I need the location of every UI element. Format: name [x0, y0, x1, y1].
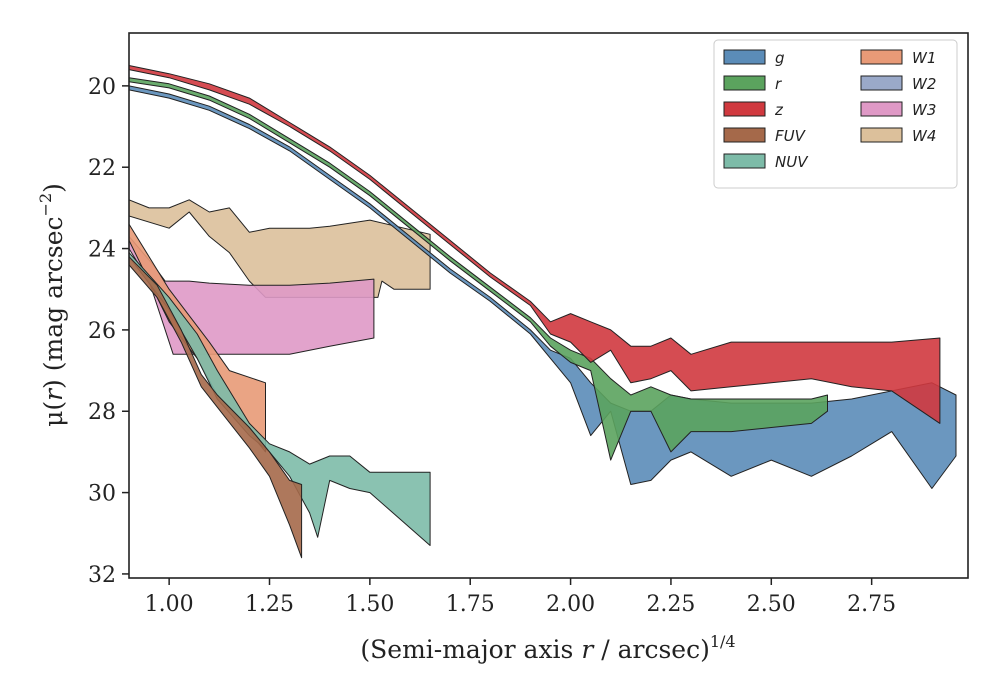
- y-tick-label: 24: [88, 238, 116, 263]
- y-axis-title-sup: −2: [36, 193, 55, 217]
- legend-item-nuv: NUV: [723, 153, 809, 171]
- band-z: [129, 65, 941, 424]
- y-tick-label: 22: [88, 156, 116, 181]
- y-axis-title: μ(r) (mag arcsec−2): [36, 183, 68, 427]
- x-axis-title-sup: 1/4: [710, 632, 736, 651]
- legend-swatch: [860, 49, 903, 65]
- x-tick-label: 2.00: [546, 592, 595, 617]
- band-r: [129, 77, 828, 461]
- band-w4: [129, 199, 431, 298]
- legend-label: W1: [912, 49, 936, 67]
- legend-item-w1: W1: [860, 49, 936, 67]
- legend-label: W2: [912, 75, 936, 93]
- x-tick-label: 2.75: [847, 592, 896, 617]
- x-tick-label: 2.25: [646, 592, 695, 617]
- legend-swatch: [860, 75, 903, 91]
- x-tick-label: 2.50: [747, 592, 796, 617]
- legend-label: NUV: [775, 153, 809, 171]
- legend-swatch: [860, 101, 903, 117]
- x-axis-title-pre: (Semi-major axis: [360, 635, 581, 664]
- y-tick-label: 32: [88, 563, 116, 588]
- y-axis-title-close: ): [39, 183, 68, 193]
- legend-label: W3: [912, 101, 936, 119]
- legend-label: g: [775, 49, 785, 67]
- x-axis-title-var: r: [581, 635, 595, 664]
- x-tick-label: 1.25: [245, 592, 294, 617]
- legend-swatch: [723, 49, 766, 65]
- y-axis-title-post: ) (mag arcsec: [39, 216, 68, 389]
- y-tick-label: 26: [88, 319, 116, 344]
- x-axis-ticks: 1.00 1.25 1.50 1.75 2.00 2.25 2.50 2.75: [145, 578, 896, 617]
- legend-label: r: [775, 75, 782, 93]
- legend-item-fuv: FUV: [723, 127, 807, 145]
- legend-swatch: [860, 127, 903, 143]
- y-tick-label: 28: [88, 400, 116, 425]
- legend-swatch: [723, 101, 766, 117]
- legend-label: W4: [912, 127, 936, 145]
- x-axis-title-post: / arcsec): [593, 635, 710, 664]
- x-tick-label: 1.50: [345, 592, 394, 617]
- x-tick-label: 1.00: [145, 592, 194, 617]
- legend-swatch: [723, 75, 766, 91]
- legend-item-w2: W2: [860, 75, 936, 93]
- y-axis-title-var: r: [39, 387, 68, 401]
- band-fuv: [129, 256, 303, 559]
- legend-item-w3: W3: [860, 101, 936, 119]
- profile-bands: [129, 65, 957, 559]
- legend-item-z: z: [723, 101, 784, 119]
- legend-swatch: [723, 153, 766, 169]
- legend-label: z: [774, 101, 784, 119]
- y-tick-label: 30: [88, 482, 116, 507]
- legend-swatch: [723, 127, 766, 143]
- legend-item-g: g: [723, 49, 785, 67]
- y-axis-title-pre: μ(: [39, 401, 68, 427]
- band-g: [129, 85, 957, 489]
- legend-item-w4: W4: [860, 127, 936, 145]
- y-tick-label: 20: [88, 75, 116, 100]
- x-axis-title: (Semi-major axis r / arcsec)1/4: [360, 632, 735, 664]
- x-tick-label: 1.75: [446, 592, 495, 617]
- legend-item-r: r: [723, 75, 782, 93]
- y-axis-ticks: 20 22 24 26 28 30 32: [88, 75, 129, 588]
- legend-label: FUV: [775, 127, 807, 145]
- plot-frame: [128, 32, 969, 579]
- legend: grz FUV NUV W1 W2 W3 W4: [713, 39, 958, 189]
